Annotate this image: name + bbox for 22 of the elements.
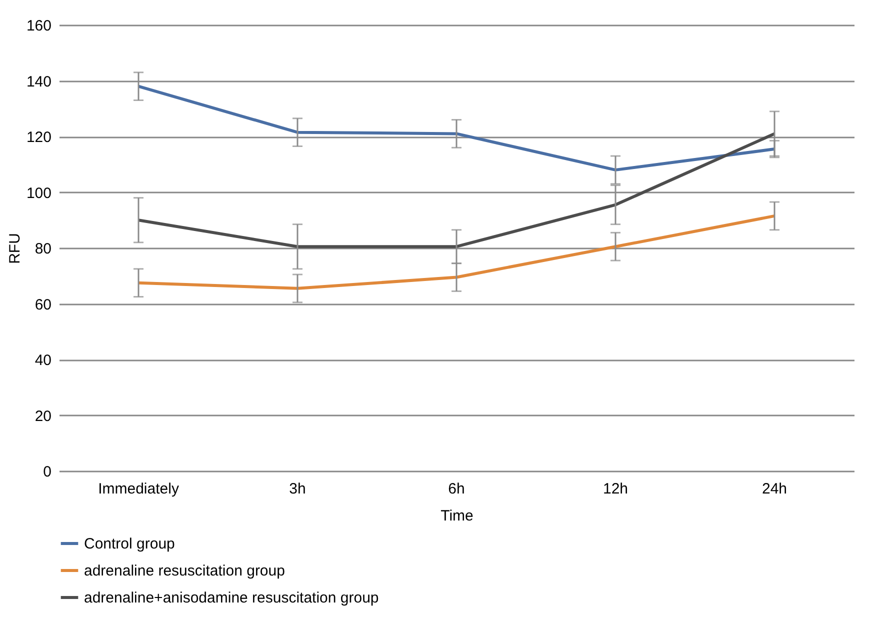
- line-series: [137, 214, 776, 290]
- y-tick-label: 60: [34, 296, 52, 314]
- y-tick-label: 160: [26, 18, 52, 34]
- x-tick-label: 24h: [762, 480, 788, 498]
- y-tick-label: 20: [34, 408, 52, 425]
- y-tick-label: 140: [26, 73, 52, 90]
- y-tick-label: 80: [34, 240, 52, 258]
- line-series: [137, 132, 776, 248]
- x-tick-label: 3h: [289, 480, 306, 498]
- x-axis-title: Time: [440, 508, 474, 524]
- legend-label: adrenaline resuscitation group: [84, 562, 285, 580]
- x-tick-label: Immediately: [98, 480, 180, 498]
- y-axis-title: RFU: [6, 233, 24, 264]
- x-tick-label: 12h: [602, 480, 628, 498]
- y-tick-label: 100: [26, 184, 52, 202]
- legend-label: Control group: [84, 536, 175, 552]
- x-tick-label: 6h: [448, 480, 465, 498]
- line-series: [137, 84, 776, 172]
- legend-label: adrenaline+anisodamine resuscitation group: [84, 590, 379, 606]
- y-tick-label: 120: [26, 129, 52, 146]
- y-tick-label: 0: [43, 464, 52, 480]
- y-tick-label: 40: [34, 352, 52, 369]
